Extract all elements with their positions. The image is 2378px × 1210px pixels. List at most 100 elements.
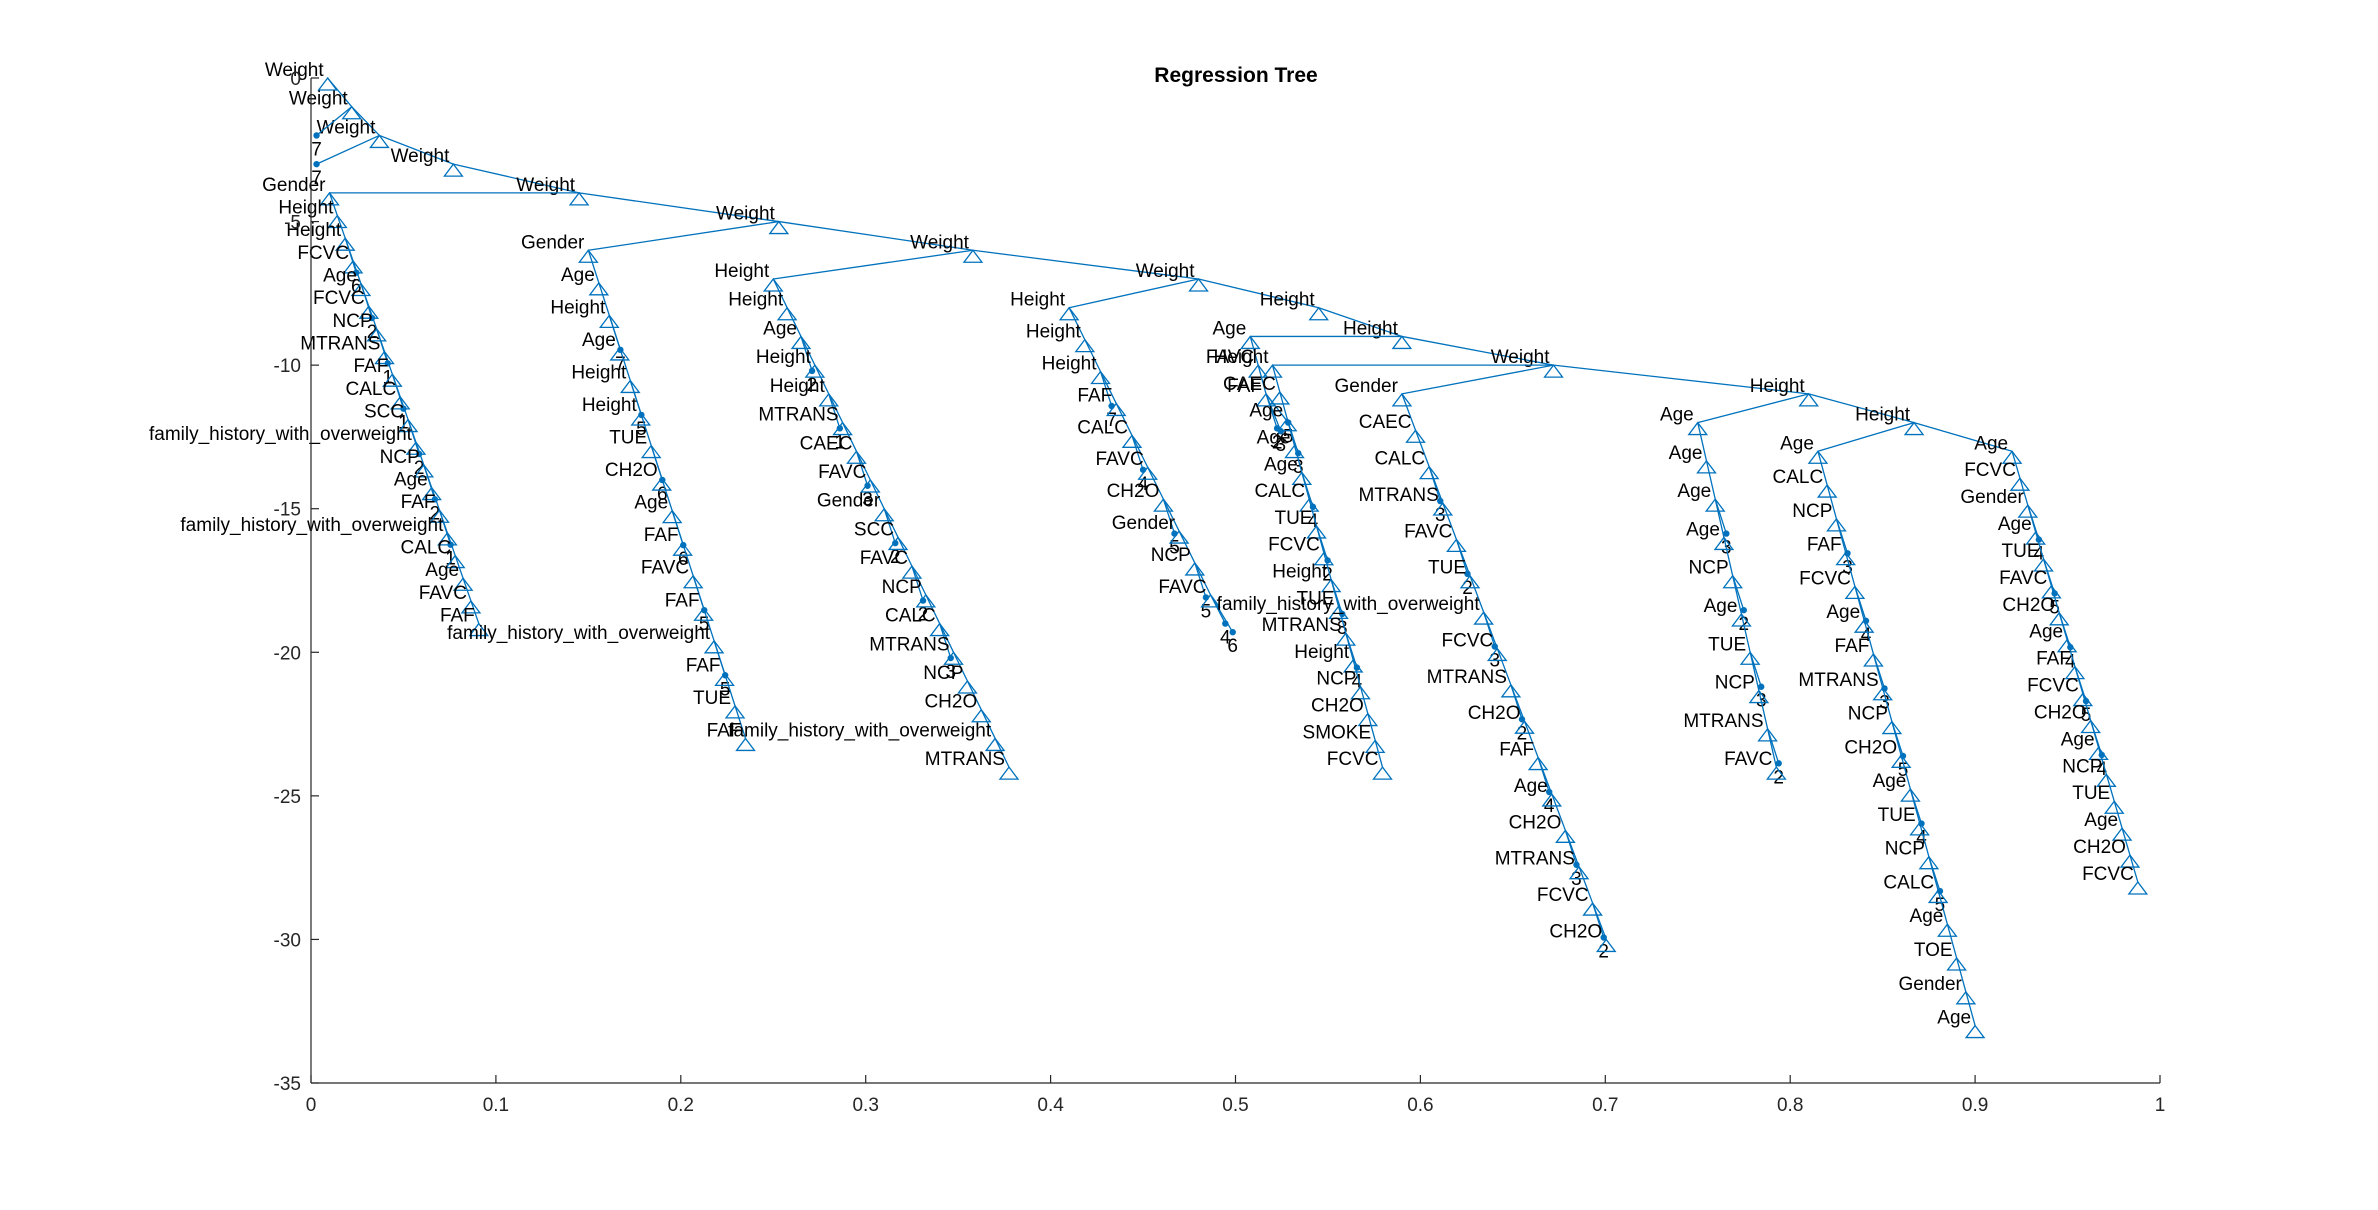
node-label: Height <box>770 376 826 397</box>
tree-edge <box>1510 684 1526 722</box>
branch-node-marker <box>2119 853 2141 868</box>
leaf-label: 7 <box>311 139 322 160</box>
branch-node-marker <box>1335 632 1357 646</box>
node-label: FCVC <box>313 288 365 309</box>
x-tick-label: 0.1 <box>483 1095 509 1116</box>
node-label: FAF <box>686 655 721 676</box>
leaf-label: 2 <box>807 375 818 396</box>
node-label: Age <box>2084 810 2118 831</box>
tree-edge <box>1946 924 1958 959</box>
tree-edge <box>1162 498 1180 532</box>
tree-edge <box>1286 418 1296 446</box>
x-tick-label: 0.9 <box>1962 1095 1988 1116</box>
node-label: FAF <box>401 492 436 513</box>
node-label: TUE <box>2002 541 2040 562</box>
branch-node-marker <box>317 76 338 91</box>
tree-edge <box>1178 530 1196 564</box>
tree-edge <box>316 134 380 165</box>
tree-edge <box>1872 653 1884 688</box>
tree-edge <box>2011 451 2021 479</box>
node-label: FAVC <box>419 583 467 604</box>
node-label: NCP <box>380 447 420 468</box>
node-label: FCVC <box>1799 568 1851 589</box>
leaf-label: 3 <box>945 662 956 683</box>
branch-node-marker <box>374 350 395 365</box>
tree-edge <box>1279 391 1288 419</box>
branch-node-marker <box>1432 501 1454 516</box>
node-label: Height <box>1214 347 1270 368</box>
branch-node-marker <box>2111 827 2133 841</box>
node-label: Age <box>1660 405 1694 426</box>
tree-edge <box>671 510 684 544</box>
leaf-label: 3 <box>1337 618 1348 639</box>
tree-edge <box>1352 659 1362 687</box>
branch-node-marker <box>2017 504 2039 518</box>
x-tick-label: 0.2 <box>668 1095 694 1116</box>
tree-edge <box>1723 537 1734 576</box>
branch-node-marker <box>421 486 442 501</box>
leaf-label: 1 <box>398 413 409 434</box>
node-label: Age <box>1910 906 1944 927</box>
tree-edge <box>399 396 409 420</box>
tree-edge <box>1551 793 1566 831</box>
leaf-label: 7 <box>311 168 322 189</box>
branch-node-marker <box>437 531 458 546</box>
node-label: FAVC <box>1095 449 1143 470</box>
branch-node-marker <box>887 536 909 551</box>
y-tick-label: 0 <box>290 69 301 90</box>
node-label: CH2O <box>1468 703 1521 724</box>
branch-node-marker <box>1418 465 1440 480</box>
node-label: FAF <box>1807 535 1842 556</box>
branch-node-marker <box>444 554 466 569</box>
branch-node-marker <box>1568 865 1590 880</box>
branch-node-marker <box>970 708 992 723</box>
tree-edge <box>1758 690 1769 730</box>
tree-edge <box>2090 720 2100 748</box>
branch-node-marker <box>1739 651 1761 665</box>
branch-node-marker <box>2127 880 2149 895</box>
branch-node-marker <box>1863 652 1884 667</box>
leaf-label: 4 <box>2034 544 2045 565</box>
leaf-label: 3 <box>1842 557 1853 578</box>
branch-node-marker <box>714 672 735 686</box>
node-label: FAF <box>707 720 742 741</box>
branch-node-marker <box>1687 421 1709 436</box>
leaf-node-marker <box>892 539 899 547</box>
node-label: NCP <box>1151 545 1191 566</box>
x-tick-label: 0.5 <box>1222 1095 1248 1116</box>
tree-edge <box>939 623 952 659</box>
branch-node-marker <box>776 306 798 321</box>
branch-node-marker <box>1881 720 1903 735</box>
tree-edge <box>1913 421 2013 452</box>
tree-edge <box>2042 558 2052 587</box>
x-tick-label: 0.7 <box>1592 1095 1618 1116</box>
tree-edge <box>1099 371 1113 407</box>
node-label: FCVC <box>1537 885 1589 906</box>
tree-edge <box>911 565 927 596</box>
node-label: NCP <box>2062 756 2102 777</box>
node-label: CAEC <box>1359 412 1412 433</box>
chart-title: Regression Tree <box>1154 64 1317 87</box>
node-label: family_history_with_overweight <box>1217 594 1481 615</box>
tree-edge <box>773 249 974 280</box>
leaf-label: 5 <box>1898 760 1909 781</box>
node-label: Height <box>550 297 606 318</box>
tree-edge <box>1301 472 1310 500</box>
node-label: Height <box>582 395 638 416</box>
branch-node-marker <box>1844 585 1866 600</box>
tree-edge <box>351 106 380 136</box>
node-label: CALC <box>401 538 452 559</box>
branch-node-marker <box>929 622 950 637</box>
tree-edge <box>352 260 362 284</box>
node-label: NCP <box>1316 669 1356 690</box>
branch-node-marker <box>651 477 672 491</box>
node-label: Age <box>1826 602 1860 623</box>
branch-node-marker <box>1200 593 1221 608</box>
branch-node-marker <box>319 191 340 206</box>
node-label: TUE <box>609 428 647 449</box>
tree-edge <box>1414 430 1430 467</box>
tree-edge <box>952 652 968 682</box>
tree-edge <box>713 640 726 674</box>
leaf-label: 6 <box>678 549 689 570</box>
